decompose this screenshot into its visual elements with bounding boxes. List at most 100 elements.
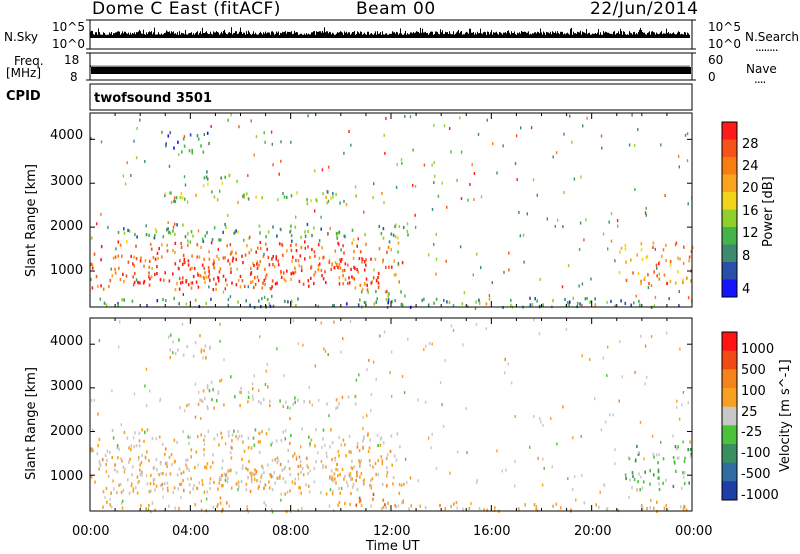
power-panel-cell: [628, 143, 631, 147]
velocity-panel-cell: [276, 476, 279, 480]
power-panel-cell: [213, 195, 216, 199]
power-panel-cell: [355, 194, 357, 198]
power-panel-cell: [688, 255, 691, 259]
power-panel-cell: [91, 263, 94, 267]
freq-label: Freq.: [14, 54, 44, 68]
power-panel-cell: [351, 228, 354, 232]
velocity-panel-cell: [687, 401, 689, 405]
power-panel-cell: [189, 240, 191, 244]
velocity-panel-cell: [656, 453, 658, 457]
velocity-panel-cell: [256, 479, 258, 483]
power-panel-cell: [211, 190, 213, 194]
velocity-panel-cell: [335, 406, 337, 411]
velocity-panel-cell: [393, 454, 396, 458]
power-panel-cell: [243, 193, 245, 197]
velocity-panel-cell: [138, 455, 140, 459]
velocity-panel-cell: [218, 477, 221, 481]
velocity-panel-cell: [572, 436, 574, 440]
power-panel-cell: [97, 284, 99, 289]
power-panel-cell: [328, 258, 331, 263]
velocity-panel-cell: [294, 400, 296, 404]
power-panel-cell: [578, 248, 581, 251]
velocity-panel-cell: [271, 488, 274, 492]
velocity-panel-cell: [289, 489, 291, 493]
velocity-colorbar-segment: [722, 369, 737, 389]
velocity-panel-cell: [380, 455, 383, 459]
velocity-panel-cell: [226, 469, 229, 473]
power-panel-cell: [165, 142, 167, 146]
velocity-panel-cell: [110, 491, 112, 495]
power-panel-cell: [653, 304, 656, 308]
velocity-panel-cell: [625, 476, 627, 481]
velocity-panel-cell: [382, 498, 384, 502]
power-panel-cell: [170, 191, 172, 195]
power-panel-cell: [407, 233, 409, 237]
power-panel-cell: [366, 283, 368, 287]
velocity-panel-cell: [379, 443, 382, 447]
power-panel-cell: [198, 255, 201, 259]
power-panel-cell: [373, 302, 376, 306]
velocity-panel-cell: [349, 471, 352, 475]
power-panel-cell: [314, 254, 316, 258]
power-panel-cell: [443, 124, 446, 128]
power-panel-cell: [136, 235, 138, 239]
velocity-panel-cell: [226, 501, 228, 505]
velocity-panel-cell: [355, 503, 358, 507]
power-panel-cell: [446, 300, 448, 304]
velocity-panel-cell: [375, 377, 377, 381]
velocity-panel-cell: [141, 453, 143, 458]
velocity-panel-cell: [417, 398, 419, 402]
power-panel-cell: [332, 304, 334, 308]
velocity-panel-cell: [631, 471, 634, 475]
velocity-panel-cell: [222, 484, 224, 488]
velocity-panel-cell: [276, 347, 278, 351]
velocity-panel-cell: [233, 429, 235, 433]
nsky-label: N.Sky: [4, 30, 39, 44]
velocity-panel-cell: [675, 447, 678, 451]
velocity-panel-cell: [386, 474, 388, 478]
power-panel-cell: [669, 260, 672, 264]
power-panel-cell: [385, 298, 388, 302]
power-panel-cell: [124, 182, 127, 186]
power-panel-cell: [542, 303, 544, 307]
power-panel-cell: [365, 242, 367, 246]
power-panel-cell: [395, 223, 397, 227]
power-panel-cell: [381, 191, 383, 195]
velocity-panel-cell: [196, 486, 198, 490]
velocity-panel-cell: [137, 481, 139, 485]
power-panel-cell: [404, 115, 406, 118]
velocity-panel-cell: [168, 455, 171, 459]
power-panel-cell: [148, 233, 150, 237]
velocity-panel-cell: [390, 434, 393, 438]
velocity-panel-cell: [678, 417, 681, 421]
power-panel-cell: [320, 227, 322, 231]
velocity-panel-cell: [435, 467, 438, 470]
velocity-panel-cell: [326, 455, 328, 459]
power-panel-cell: [212, 288, 215, 292]
power-panel-cell: [183, 135, 186, 139]
power-panel-cell: [276, 234, 278, 238]
power-panel-cell: [263, 295, 266, 299]
velocity-panel-cell: [246, 505, 248, 509]
velocity-panel-cell: [338, 454, 340, 458]
power-panel-cell: [249, 235, 251, 239]
power-panel-cell: [127, 260, 130, 264]
power-panel-cell: [347, 281, 349, 286]
velocity-panel-cell: [370, 504, 372, 508]
velocity-cb-tick-neg1000: -1000: [741, 488, 779, 503]
power-panel-cell: [335, 264, 338, 268]
power-panel-cell: [356, 244, 358, 248]
power-panel-cell: [265, 273, 268, 277]
velocity-panel-cell: [297, 472, 300, 476]
power-panel-cell: [278, 242, 281, 246]
velocity-panel-cell: [119, 482, 122, 487]
velocity-panel-cell: [132, 487, 135, 491]
power-panel-cell: [324, 270, 326, 274]
power-panel-cell: [625, 260, 627, 264]
power-panel-cell: [552, 299, 554, 303]
power-panel-cell: [675, 241, 678, 245]
velocity-panel-cell: [250, 446, 253, 450]
power-panel-cell: [423, 297, 425, 301]
velocity-panel-cell: [258, 450, 261, 454]
velocity-panel-cell: [180, 471, 183, 475]
